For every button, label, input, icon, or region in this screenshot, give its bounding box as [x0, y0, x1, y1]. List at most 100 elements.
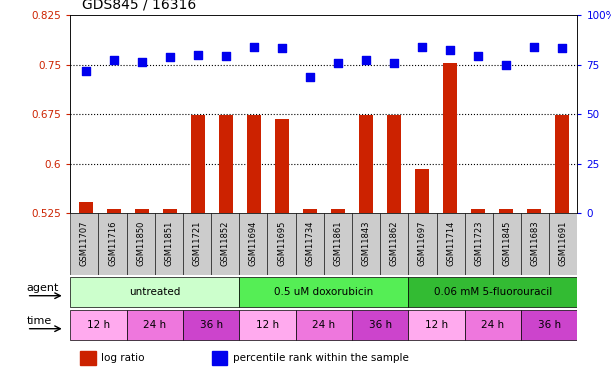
Bar	[134, 209, 148, 213]
Bar	[126, 213, 155, 275]
Text: 24 h: 24 h	[312, 320, 335, 330]
Bar	[268, 213, 296, 275]
Bar	[296, 213, 324, 275]
Point	[305, 74, 315, 80]
Bar	[107, 209, 121, 213]
Text: 12 h: 12 h	[87, 320, 110, 330]
Point	[389, 60, 399, 66]
Bar	[408, 213, 436, 275]
Bar	[415, 169, 429, 213]
Point	[137, 59, 147, 65]
Bar	[465, 213, 493, 275]
Bar	[98, 213, 126, 275]
Text: GSM11723: GSM11723	[474, 220, 483, 266]
Text: log ratio: log ratio	[101, 353, 144, 363]
Text: GSM11852: GSM11852	[221, 220, 230, 266]
Point	[445, 47, 455, 53]
Point	[501, 62, 511, 68]
Bar	[443, 63, 457, 213]
Point	[193, 53, 203, 58]
Bar	[521, 213, 549, 275]
Bar	[70, 213, 98, 275]
Text: untreated: untreated	[129, 287, 180, 297]
Bar	[247, 115, 261, 213]
Point	[109, 57, 119, 63]
Bar	[555, 115, 569, 213]
Bar	[408, 277, 577, 307]
Bar	[296, 310, 352, 340]
Text: 0.06 mM 5-fluorouracil: 0.06 mM 5-fluorouracil	[434, 287, 552, 297]
Text: GSM11721: GSM11721	[192, 220, 202, 266]
Bar	[211, 213, 240, 275]
Bar	[70, 310, 126, 340]
Text: GSM11845: GSM11845	[502, 220, 511, 266]
Text: 36 h: 36 h	[368, 320, 392, 330]
Text: GSM11697: GSM11697	[418, 220, 427, 266]
Bar	[70, 277, 240, 307]
Text: GSM11714: GSM11714	[446, 220, 455, 266]
Point	[557, 45, 567, 51]
Text: GSM11683: GSM11683	[530, 220, 540, 266]
Text: GSM11694: GSM11694	[249, 220, 258, 266]
Bar	[499, 209, 513, 213]
Bar	[359, 115, 373, 213]
Bar	[163, 209, 177, 213]
Text: GSM11861: GSM11861	[334, 220, 342, 266]
Text: 36 h: 36 h	[200, 320, 222, 330]
Point	[333, 60, 343, 66]
Point	[165, 54, 175, 60]
Bar	[521, 310, 577, 340]
Text: GSM11691: GSM11691	[559, 220, 568, 266]
Point	[249, 44, 258, 50]
Point	[529, 44, 539, 50]
Point	[277, 45, 287, 51]
Text: percentile rank within the sample: percentile rank within the sample	[233, 353, 408, 363]
Text: 12 h: 12 h	[425, 320, 448, 330]
Point	[221, 53, 231, 58]
Text: GSM11695: GSM11695	[277, 220, 286, 266]
Bar	[408, 310, 465, 340]
Bar	[387, 115, 401, 213]
Bar	[549, 213, 577, 275]
Text: GDS845 / 16316: GDS845 / 16316	[82, 0, 197, 11]
Text: GSM11734: GSM11734	[306, 220, 314, 266]
Bar	[240, 277, 408, 307]
Text: GSM11716: GSM11716	[108, 220, 117, 266]
Bar	[81, 351, 95, 365]
Point	[81, 68, 90, 74]
Point	[417, 44, 426, 50]
Bar	[79, 202, 93, 213]
Bar	[303, 209, 317, 213]
Bar	[465, 310, 521, 340]
Text: GSM11862: GSM11862	[390, 220, 399, 266]
Bar	[380, 213, 408, 275]
Point	[361, 57, 371, 63]
Text: 24 h: 24 h	[481, 320, 505, 330]
Bar	[352, 310, 408, 340]
Text: 0.5 uM doxorubicin: 0.5 uM doxorubicin	[274, 287, 373, 297]
Point	[473, 53, 483, 58]
Text: agent: agent	[27, 283, 59, 293]
Bar	[471, 209, 485, 213]
Bar	[212, 351, 227, 365]
Text: 12 h: 12 h	[256, 320, 279, 330]
Bar	[240, 213, 268, 275]
Bar	[436, 213, 465, 275]
Text: 36 h: 36 h	[538, 320, 561, 330]
Bar	[240, 310, 296, 340]
Bar	[527, 209, 541, 213]
Text: GSM11850: GSM11850	[136, 220, 145, 266]
Bar	[324, 213, 352, 275]
Text: GSM11707: GSM11707	[80, 220, 89, 266]
Bar	[331, 209, 345, 213]
Bar	[275, 120, 289, 213]
Text: GSM11843: GSM11843	[362, 220, 371, 266]
Bar	[219, 115, 233, 213]
Bar	[183, 213, 211, 275]
Text: 24 h: 24 h	[143, 320, 166, 330]
Text: GSM11851: GSM11851	[164, 220, 174, 266]
Bar	[191, 115, 205, 213]
Text: time: time	[27, 316, 52, 326]
Bar	[352, 213, 380, 275]
Bar	[183, 310, 240, 340]
